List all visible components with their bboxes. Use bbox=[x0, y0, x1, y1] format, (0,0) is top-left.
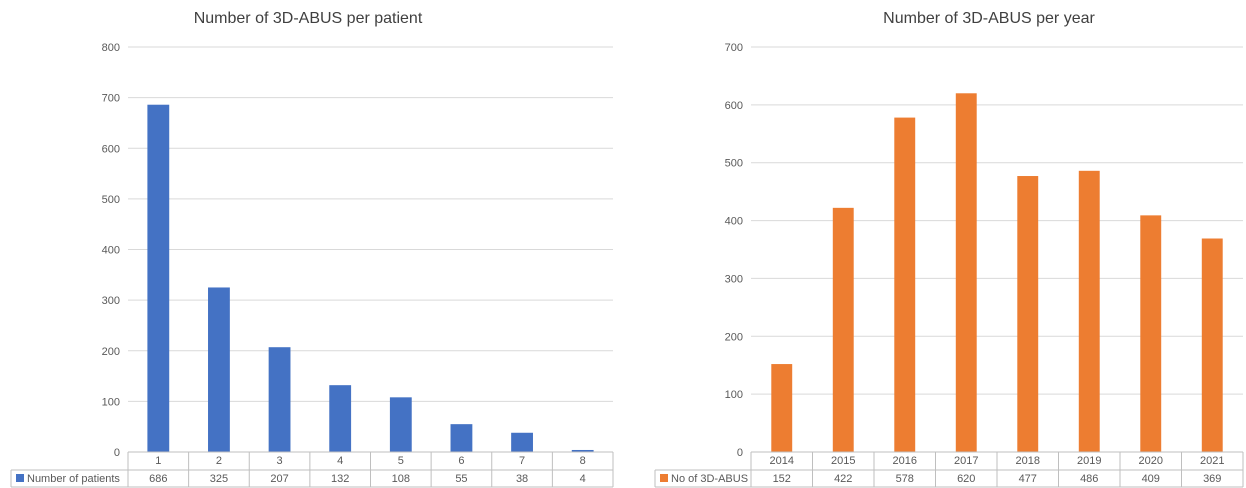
x-tick-label: 2016 bbox=[893, 455, 917, 467]
bar bbox=[894, 117, 916, 452]
legend-label: Number of patients bbox=[27, 473, 120, 485]
y-tick-label: 800 bbox=[102, 42, 120, 54]
legend-label: No of 3D-ABUS bbox=[671, 473, 748, 485]
x-tick-label: 4 bbox=[337, 455, 343, 467]
y-tick-label: 600 bbox=[725, 100, 743, 112]
data-label: 620 bbox=[957, 473, 975, 485]
data-label: 486 bbox=[1080, 473, 1098, 485]
bar bbox=[832, 207, 854, 452]
y-tick-label: 200 bbox=[725, 331, 743, 343]
x-tick-label: 2017 bbox=[954, 455, 978, 467]
y-tick-label: 200 bbox=[102, 346, 120, 358]
bar bbox=[389, 397, 412, 452]
x-tick-label: 2 bbox=[216, 455, 222, 467]
y-tick-label: 500 bbox=[725, 158, 743, 170]
y-tick-label: 500 bbox=[102, 194, 120, 206]
data-label: 686 bbox=[149, 473, 167, 485]
bar bbox=[450, 424, 473, 452]
bar bbox=[1017, 176, 1039, 452]
data-label: 207 bbox=[270, 473, 288, 485]
y-tick-label: 100 bbox=[102, 396, 120, 408]
bar bbox=[208, 287, 230, 452]
data-label: 369 bbox=[1203, 473, 1221, 485]
y-tick-label: 300 bbox=[102, 295, 120, 307]
chart-plot: 0 100 200 300 400 500 600 700 800 1 2 3 4 5 6 7 8 686 325 2… bbox=[10, 42, 614, 488]
data-label: 477 bbox=[1019, 473, 1037, 485]
x-tick-label: 2014 bbox=[770, 455, 794, 467]
y-tick-label: 700 bbox=[102, 93, 120, 105]
chart-title: Number of 3D-ABUS per patient bbox=[193, 10, 423, 27]
chart-plot: 0 100 200 300 400 500 600 700 2014 2015 2016 2017 20… bbox=[654, 42, 1244, 488]
chart-per-year: Number of 3D-ABUS per year 0 100 200 300 400… bbox=[640, 0, 1246, 488]
chart-title: Number of 3D-ABUS per year bbox=[883, 10, 1095, 27]
data-label: 409 bbox=[1142, 473, 1160, 485]
legend-swatch bbox=[16, 474, 24, 482]
bar bbox=[147, 104, 170, 453]
x-tick-label: 3 bbox=[277, 455, 283, 467]
data-label: 4 bbox=[580, 473, 586, 485]
data-label: 578 bbox=[896, 473, 914, 485]
bar bbox=[268, 347, 291, 452]
x-tick-label: 2018 bbox=[1016, 455, 1040, 467]
x-tick-label: 2015 bbox=[831, 455, 855, 467]
y-tick-label: 0 bbox=[737, 447, 743, 459]
x-tick-label: 8 bbox=[580, 455, 586, 467]
bar bbox=[329, 385, 352, 452]
data-label: 422 bbox=[834, 473, 852, 485]
data-label: 38 bbox=[516, 473, 528, 485]
data-label: 108 bbox=[392, 473, 410, 485]
y-tick-label: 400 bbox=[725, 216, 743, 228]
bar bbox=[955, 93, 977, 453]
bar bbox=[771, 364, 793, 452]
bar bbox=[1201, 238, 1223, 452]
x-tick-label: 7 bbox=[519, 455, 525, 467]
bar bbox=[1140, 215, 1162, 452]
chart-per-patient: Number of 3D-ABUS per patient 0 100 200 300… bbox=[0, 0, 620, 488]
y-tick-label: 300 bbox=[725, 273, 743, 285]
data-label: 55 bbox=[455, 473, 467, 485]
y-tick-label: 700 bbox=[725, 42, 743, 54]
x-tick-label: 5 bbox=[398, 455, 404, 467]
y-tick-label: 600 bbox=[102, 143, 120, 155]
x-tick-label: 1 bbox=[155, 455, 161, 467]
x-tick-label: 2021 bbox=[1200, 455, 1224, 467]
bar bbox=[1078, 170, 1100, 453]
y-tick-label: 400 bbox=[102, 245, 120, 257]
bar bbox=[511, 432, 533, 452]
x-tick-label: 2019 bbox=[1077, 455, 1101, 467]
y-tick-label: 0 bbox=[114, 447, 120, 459]
legend-swatch bbox=[660, 474, 668, 482]
x-tick-label: 6 bbox=[458, 455, 464, 467]
bar bbox=[571, 449, 594, 452]
x-tick-label: 2020 bbox=[1139, 455, 1163, 467]
data-label: 152 bbox=[773, 473, 791, 485]
data-label: 132 bbox=[331, 473, 349, 485]
data-label: 325 bbox=[210, 473, 228, 485]
y-tick-label: 100 bbox=[725, 389, 743, 401]
